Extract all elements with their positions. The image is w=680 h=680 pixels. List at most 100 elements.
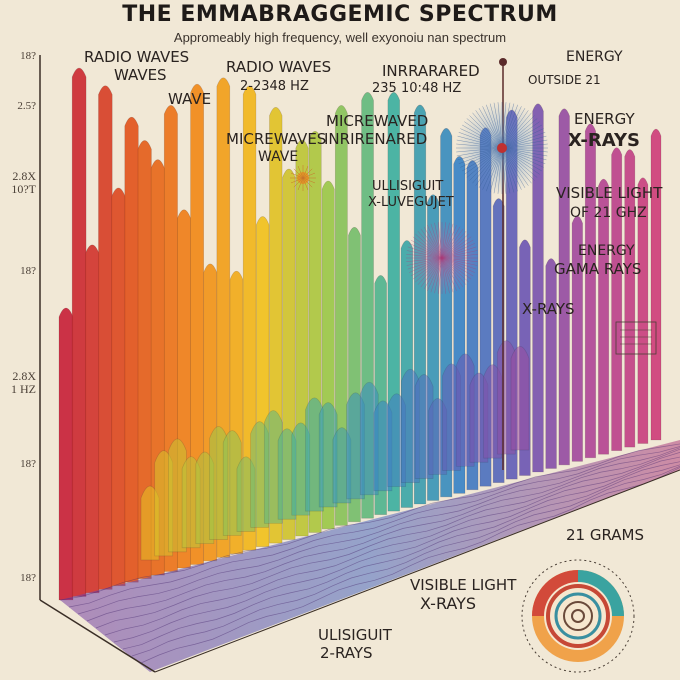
label-inrrarared: INRRARARED: [382, 62, 480, 80]
burst-ray: [441, 225, 457, 259]
x-axis-line: [39, 599, 156, 673]
label-energy-3: ENERGY: [578, 243, 635, 259]
burst-ray: [290, 177, 304, 184]
burst-ray: [441, 228, 464, 259]
spectrum-peak: [598, 178, 610, 455]
burst-ray: [441, 257, 472, 280]
spectrum-floor: [60, 440, 680, 672]
label-visible-light-2: VISIBLE LIGHT: [410, 576, 517, 594]
spectrum-peak: [611, 147, 623, 451]
burst-ray: [441, 257, 475, 273]
label-frequency-2: 235 10:48 HZ: [372, 81, 462, 96]
spectrum-arch: [263, 410, 283, 524]
spectrum-peak: [532, 103, 544, 473]
burst-ray: [427, 257, 443, 291]
burst-ray: [406, 257, 443, 266]
burst-ray: [407, 257, 443, 270]
label-x-rays-2: X-RAYS: [522, 300, 575, 318]
spectrum-arch: [414, 374, 434, 479]
spectrum-peak: [98, 85, 113, 590]
x-axis-front: [154, 469, 680, 673]
burst-ray: [441, 236, 472, 259]
spectrum-arch: [318, 402, 338, 508]
burst-ray: [441, 257, 467, 285]
burst-ray: [406, 250, 443, 259]
y-tick-7: 18?: [20, 572, 36, 584]
floor-ripple-line: [95, 452, 680, 629]
small-sun-icon: [290, 165, 316, 191]
label-micrewaved: MICREWAVED: [326, 112, 429, 130]
burst-ray: [423, 226, 443, 259]
y-tick-4: 18?: [20, 265, 36, 277]
burst-ray: [456, 139, 503, 149]
floor-ripple-line: [68, 446, 680, 608]
burst-ray: [475, 147, 503, 186]
burst-ray: [497, 102, 503, 149]
burst-ray: [441, 257, 478, 263]
burst-ray: [293, 177, 304, 188]
label-energy-1: ENERGY: [566, 49, 623, 65]
burst-ray: [501, 147, 548, 157]
label-radio-waves-a: RADIO WAVES: [84, 48, 190, 66]
burst-ray: [501, 102, 511, 149]
burst-ray: [412, 236, 443, 259]
burst-ray: [501, 103, 515, 149]
burst-ray: [457, 135, 503, 149]
spectrum-peak: [650, 128, 662, 441]
label-radio-waves-2: RADIO WAVES: [226, 58, 332, 76]
burst-ray: [441, 243, 475, 259]
burst-ray: [482, 106, 503, 149]
floor-ripple-line: [59, 443, 680, 601]
label-radio-waves-b: WAVES: [114, 66, 167, 84]
burst-ray: [466, 147, 503, 178]
burst-ray: [501, 147, 538, 178]
label-x-luvegujet: X-LUVEGUJET: [368, 195, 454, 210]
burst-ray: [493, 102, 503, 149]
burst-ray: [456, 147, 503, 153]
burst-ray: [501, 124, 542, 149]
burst-ray: [501, 147, 529, 186]
spectrum-peak: [558, 108, 570, 466]
burst-ray: [472, 112, 503, 149]
label-21-grams: 21 GRAMS: [566, 526, 645, 544]
spectrum-peak: [334, 105, 348, 526]
y-tick-2: 2.5?: [17, 100, 36, 112]
burst-ray: [410, 257, 443, 277]
burst-ray: [501, 147, 515, 193]
burst-ray: [430, 257, 443, 293]
burst-ray: [441, 257, 478, 266]
spectrum-peak: [584, 123, 596, 459]
burst-ray: [437, 222, 443, 259]
spectrum-peak: [58, 307, 74, 601]
burst-ray: [302, 177, 313, 188]
burst-ray: [441, 239, 474, 259]
burst-ray: [441, 246, 477, 259]
y-tick-6: 18?: [20, 458, 36, 470]
burst-ray: [417, 257, 443, 285]
burst-ray: [415, 233, 443, 259]
spectrum-peaks: [58, 67, 662, 601]
burst-ray: [501, 115, 535, 149]
burst-ray: [464, 121, 503, 149]
burst-ray: [302, 168, 313, 179]
burst-ray: [441, 257, 469, 283]
burst-ray: [410, 239, 443, 259]
burst-ray: [486, 147, 503, 192]
burst-ray: [437, 257, 443, 294]
burst-ray: [293, 168, 304, 179]
burst-ray: [297, 165, 304, 179]
spectrum-peak: [137, 140, 152, 579]
burst-ray: [302, 177, 309, 191]
spectrum-arch: [168, 438, 187, 553]
burst-ray: [469, 147, 503, 181]
burst-ray: [501, 104, 518, 149]
floor-ripple-line: [77, 447, 680, 615]
floor-ripple-line: [131, 465, 680, 657]
burst-ray: [458, 147, 503, 164]
burst-ray: [456, 143, 503, 149]
burst-ray: [302, 177, 316, 184]
burst-ray: [441, 257, 447, 294]
burst-ray: [486, 104, 503, 149]
burst-ray: [497, 147, 503, 194]
burst-ray: [501, 110, 529, 149]
